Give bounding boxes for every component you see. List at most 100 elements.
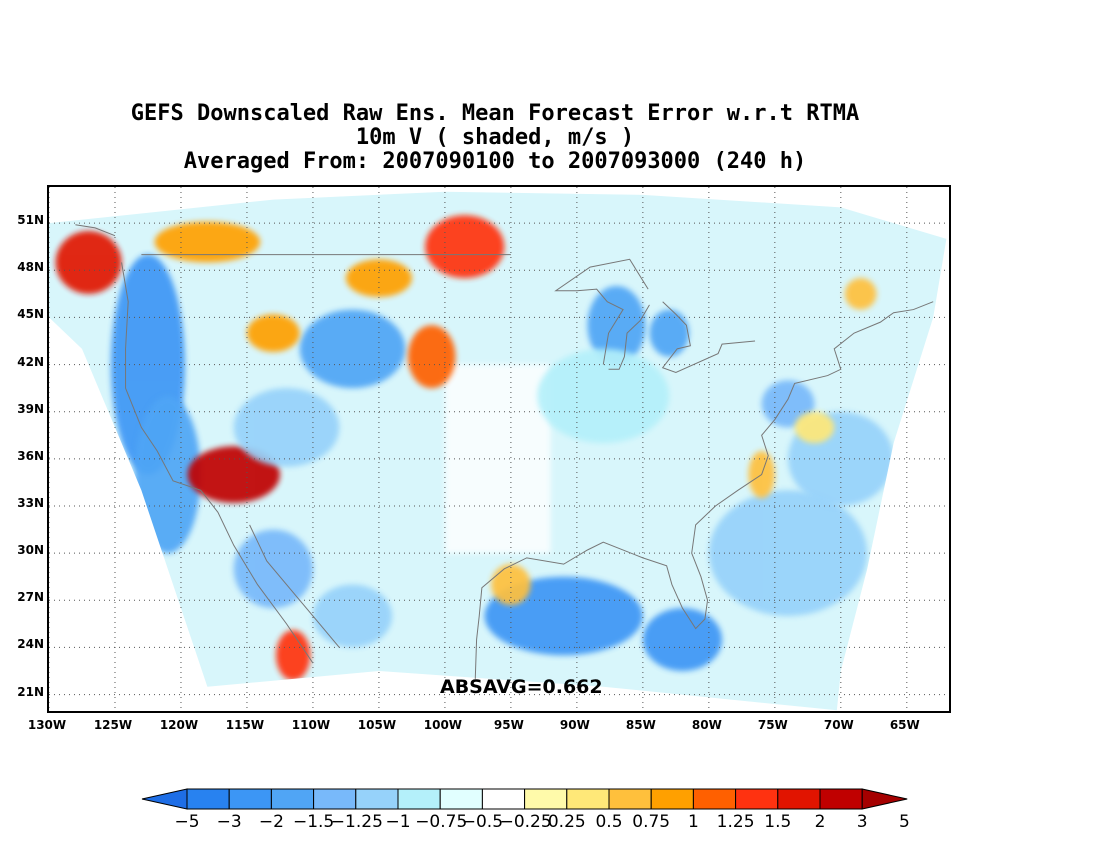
colorbar-swatch (819, 788, 863, 810)
lon-label: 95W (493, 718, 524, 732)
colorbar-tick-label: 2 (814, 812, 826, 832)
colorbar-tick-label: 1.25 (716, 812, 755, 832)
field-region (275, 630, 311, 681)
lat-label: 45N (17, 307, 44, 322)
lat-label: 33N (17, 496, 44, 510)
colorbar-swatch (566, 788, 610, 810)
colorbar-tick-label: −2 (258, 812, 284, 832)
lat-label: 39N (17, 401, 44, 416)
field-region (649, 309, 690, 357)
colorbar-swatch (397, 788, 441, 810)
colorbar-tick-label: −0.5 (461, 812, 504, 832)
lon-label: 80W (691, 718, 722, 732)
field-region (587, 286, 646, 365)
coastline (121, 262, 314, 664)
lat-label: 30N (17, 543, 44, 558)
field-region (844, 278, 877, 310)
colorbar-tick-label: 3 (856, 812, 868, 832)
field-near-zero (444, 364, 551, 554)
lon-label: 85W (625, 718, 656, 732)
colorbar-tick-label: −0.75 (415, 812, 468, 832)
colorbar-swatch (524, 788, 568, 810)
field-region (154, 221, 261, 263)
map-plot-area (47, 185, 951, 713)
colorbar-tick-label: −1.5 (292, 812, 335, 832)
field-region (134, 396, 201, 554)
colorbar-tick-label: −1.25 (330, 812, 383, 832)
lon-label: 130W (27, 718, 67, 732)
coastline (554, 258, 649, 365)
field-region (537, 348, 670, 444)
lon-label: 115W (225, 718, 265, 732)
coastline (608, 304, 650, 370)
field-region (233, 388, 340, 467)
field-region (187, 446, 280, 503)
lat-label: 51N (17, 213, 44, 228)
field-region (246, 314, 300, 352)
field-region (708, 490, 868, 616)
colorbar-swatch (735, 788, 779, 810)
map-canvas (49, 187, 949, 711)
colorbar-tick-label: 5 (898, 812, 910, 832)
lat-label: 21N (17, 684, 44, 699)
lat-label: 24N (17, 637, 44, 652)
colorbar-swatch (481, 788, 526, 810)
graticule (49, 187, 949, 711)
colorbar-swatch (692, 788, 737, 810)
colorbar-swatch (439, 788, 483, 810)
absavg-annotation: ABSAVG=0.662 (440, 676, 603, 698)
colorbar-tick-label: 1.5 (764, 812, 792, 832)
field-region (299, 309, 406, 389)
lon-label: 105W (357, 718, 397, 732)
colorbar-swatch (608, 788, 652, 810)
colorbar-swatch (228, 788, 272, 810)
colorbar-swatch (270, 788, 315, 810)
lon-label: 110W (291, 718, 331, 732)
colorbar-swatch (777, 788, 821, 810)
colorbar-tick-label: −5 (174, 812, 200, 832)
field-region (345, 259, 412, 297)
field-region (642, 608, 723, 671)
colorbar-tick-label: 0.75 (632, 812, 671, 832)
field-region (407, 325, 456, 389)
lon-label: 75W (757, 718, 788, 732)
colorbar-swatch (141, 788, 188, 810)
coastline (75, 224, 116, 237)
field-region (794, 411, 835, 444)
colorbar-tick-label: 0.5 (595, 812, 623, 832)
lat-label: 48N (17, 260, 44, 275)
field-region (312, 584, 393, 648)
field-region (55, 231, 122, 294)
error-field (49, 191, 947, 711)
lon-label: 70W (823, 718, 854, 732)
lon-label: 120W (159, 718, 199, 732)
colorbar-swatch (186, 788, 230, 810)
colorbar-swatch (313, 788, 357, 810)
plot-title: GEFS Downscaled Raw Ens. Mean Forecast E… (0, 102, 990, 174)
coastline (661, 301, 756, 373)
colorbar-tick-label: −0.25 (499, 812, 552, 832)
lon-label: 100W (423, 718, 463, 732)
colorbar-tick-label: 1 (687, 812, 699, 832)
lat-label: 27N (17, 590, 44, 605)
lon-label: 125W (93, 718, 133, 732)
coastlines (75, 224, 934, 679)
lon-label: 90W (559, 718, 590, 732)
lat-label: 42N (17, 354, 44, 369)
title-line-1: GEFS Downscaled Raw Ens. Mean Forecast E… (130, 101, 860, 126)
title-line-2: 10m V ( shaded, m/s ) (355, 125, 635, 150)
colorbar-swatch (650, 788, 694, 810)
colorbar-swatch (355, 788, 399, 810)
field-region (491, 564, 531, 605)
colorbar-tick-label: −1 (385, 812, 411, 832)
coastline (478, 301, 934, 630)
colorbar (141, 788, 908, 810)
coastline (249, 524, 340, 648)
title-line-3: Averaged From: 2007090100 to 2007093000 … (183, 149, 807, 174)
lat-label: 36N (17, 448, 44, 463)
colorbar-tick-label: 0.25 (547, 812, 586, 832)
coastline (474, 615, 480, 679)
colorbar-swatch (861, 788, 908, 810)
field-region (425, 215, 505, 279)
colorbar-tick-label: −3 (216, 812, 242, 832)
